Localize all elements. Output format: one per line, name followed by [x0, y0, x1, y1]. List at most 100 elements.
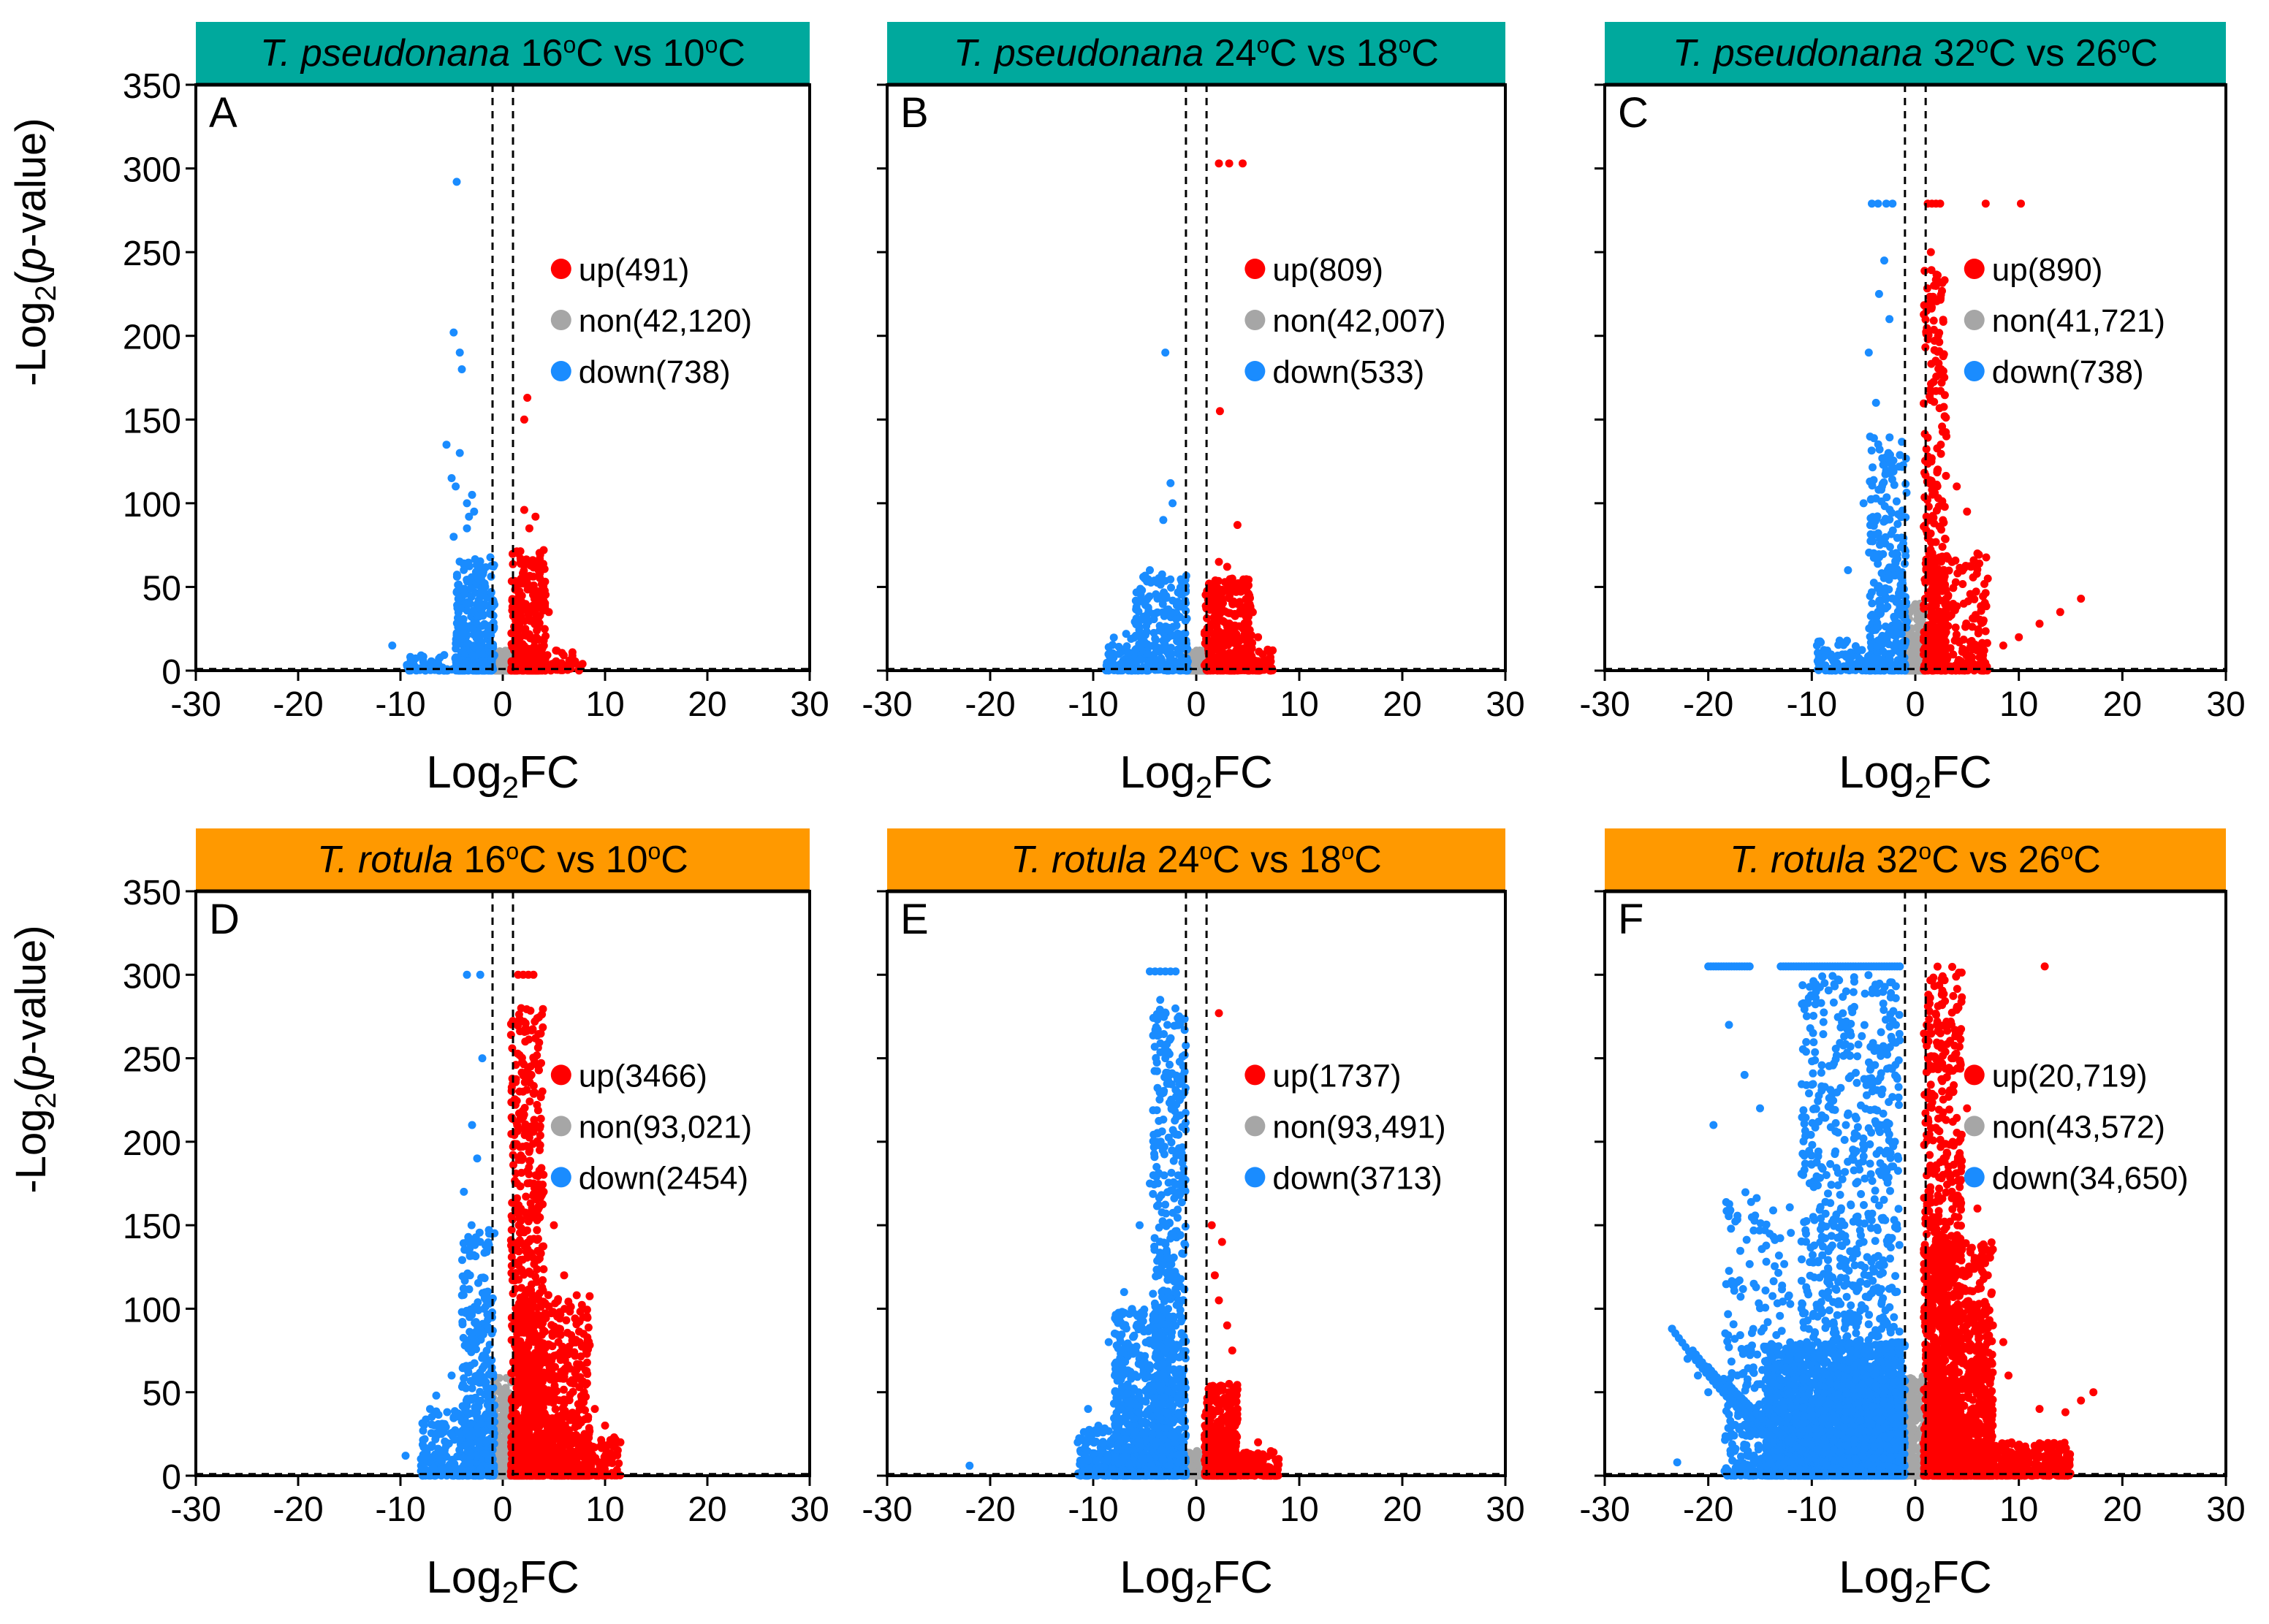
point-up [536, 611, 544, 620]
point-down [463, 499, 471, 508]
point-up [1982, 553, 1991, 562]
point-down [1874, 622, 1882, 631]
point-down [1866, 432, 1874, 441]
point-down [1109, 633, 1118, 642]
x-tick-label: 30 [1486, 685, 1524, 724]
point-up [1218, 585, 1227, 594]
point-up [507, 1083, 516, 1091]
x-axis-label: Log2FC [426, 1552, 579, 1609]
point-down [472, 1319, 481, 1328]
point-down [1880, 256, 1888, 265]
point-up [1940, 373, 1949, 382]
point-down [481, 1449, 490, 1458]
point-down [447, 1371, 456, 1380]
point-up [1244, 599, 1252, 608]
point-up [541, 601, 550, 610]
point-down [474, 1376, 483, 1384]
point-down [449, 328, 458, 337]
point-down [484, 1387, 493, 1395]
point-up [517, 649, 525, 658]
point-up [514, 617, 522, 625]
point-down [479, 568, 487, 576]
point-up [1254, 633, 1263, 641]
point-up [515, 1214, 524, 1223]
point-up [1958, 647, 1966, 656]
point-up [1215, 159, 1223, 168]
point-up [1223, 563, 1231, 571]
point-up [507, 1098, 516, 1107]
point-down [1823, 647, 1832, 655]
point-down [460, 1187, 468, 1196]
point-up [1216, 657, 1225, 666]
point-down [421, 1465, 430, 1474]
point-down [454, 595, 463, 603]
point-down [1164, 605, 1173, 614]
point-down [1844, 566, 1852, 574]
point-up [1974, 560, 1982, 568]
point-down [1104, 643, 1113, 652]
point-up [533, 1246, 542, 1255]
x-tick-label: 0 [493, 1490, 513, 1529]
point-up [1228, 599, 1237, 607]
point-up [1201, 639, 1209, 648]
point-up [2077, 595, 2086, 603]
point-down [465, 1433, 474, 1441]
point-up [1244, 612, 1253, 621]
point-down [1174, 645, 1182, 654]
point-up [1932, 270, 1941, 279]
point-down [466, 1394, 475, 1403]
point-up [1954, 659, 1963, 668]
legend-label-up: up(491) [579, 252, 690, 288]
point-down [1902, 623, 1911, 632]
point-down [427, 1443, 436, 1452]
point-up [535, 1038, 544, 1047]
point-up [1929, 316, 1938, 325]
point-down [1892, 638, 1901, 647]
legend-label-down: down(738) [579, 354, 731, 390]
point-up [1213, 636, 1222, 644]
point-up [1934, 611, 1943, 620]
point-down [1866, 530, 1875, 538]
point-up [1931, 637, 1940, 646]
point-down [490, 1411, 498, 1420]
point-down [1161, 348, 1170, 357]
point-up [1255, 647, 1263, 656]
point-down [1887, 530, 1896, 538]
point-down [476, 592, 484, 601]
point-up [539, 546, 548, 554]
point-up [533, 1235, 542, 1243]
point-up [1244, 666, 1253, 675]
point-up [526, 617, 535, 625]
point-up [1952, 635, 1961, 643]
point-down [1893, 619, 1902, 628]
point-down [1892, 598, 1901, 606]
point-down [419, 1436, 427, 1444]
x-axis-label: Log2FC [426, 747, 579, 804]
point-down [490, 1429, 498, 1438]
point-up [1210, 607, 1219, 616]
point-down [458, 1256, 466, 1265]
point-up [526, 1062, 535, 1071]
point-up [522, 1226, 531, 1235]
point-up [1926, 292, 1934, 301]
point-down [453, 604, 462, 612]
point-up [517, 1114, 525, 1123]
point-down [1163, 634, 1171, 643]
point-up [1926, 612, 1935, 621]
point-down [1814, 649, 1822, 657]
point-up [528, 1204, 536, 1213]
point-up [540, 625, 549, 633]
point-down [1166, 479, 1175, 487]
point-down [1875, 596, 1884, 605]
point-down [1871, 517, 1880, 525]
point-up [534, 666, 543, 675]
point-down [1162, 647, 1171, 655]
point-up [521, 625, 530, 633]
legend-marker-up [1244, 259, 1266, 280]
point-down [1866, 495, 1875, 504]
point-down [1875, 637, 1884, 646]
point-down [1902, 488, 1911, 497]
panel-letter: C [1618, 89, 1649, 137]
point-down [1892, 497, 1901, 506]
